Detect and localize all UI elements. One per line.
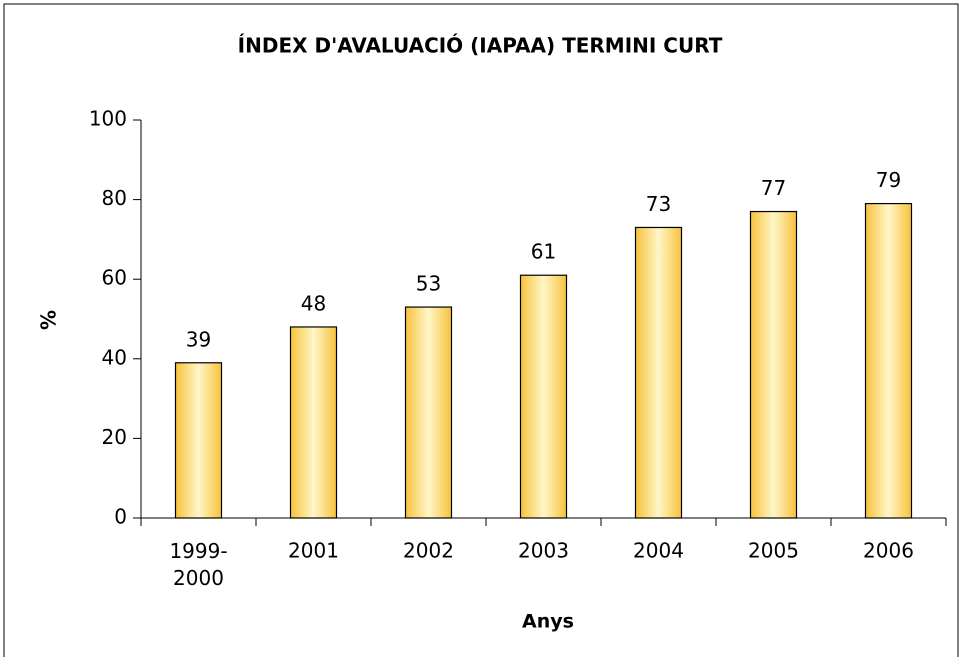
bar [174,362,223,519]
y-tick-label: 60 [102,266,127,290]
x-axis-label: Anys [522,611,574,633]
bar [404,306,453,519]
y-tick-label: 100 [89,107,127,131]
x-tick-label: 2001 [288,539,339,563]
bar [864,202,913,519]
chart-title: ÍNDEX D'AVALUACIÓ (IAPAA) TERMINI CURT [238,34,723,58]
bar [519,274,568,519]
y-tick-label: 20 [102,425,127,449]
y-tick-label: 40 [102,345,127,369]
x-tick-label: 1999- 2000 [169,539,227,590]
value-label: 61 [531,240,556,264]
value-label: 39 [186,327,211,351]
bar [749,210,798,519]
x-tick-label: 2003 [518,539,569,563]
x-tick-label: 2006 [863,539,914,563]
value-label: 53 [416,272,441,296]
value-label: 79 [876,168,901,192]
y-tick-label: 0 [114,505,127,529]
bar [289,326,338,519]
value-label: 77 [761,176,786,200]
y-axis-label: % [37,310,61,330]
x-tick-label-line: 2000 [173,566,224,590]
chart-border [3,3,959,657]
x-tick-label-line: 1999- [169,539,227,563]
value-label: 73 [646,192,671,216]
y-tick-label: 80 [102,186,127,210]
value-label: 48 [301,291,326,315]
x-tick-label: 2004 [633,539,684,563]
bar [634,226,683,519]
x-tick-label: 2002 [403,539,454,563]
x-tick-label: 2005 [748,539,799,563]
